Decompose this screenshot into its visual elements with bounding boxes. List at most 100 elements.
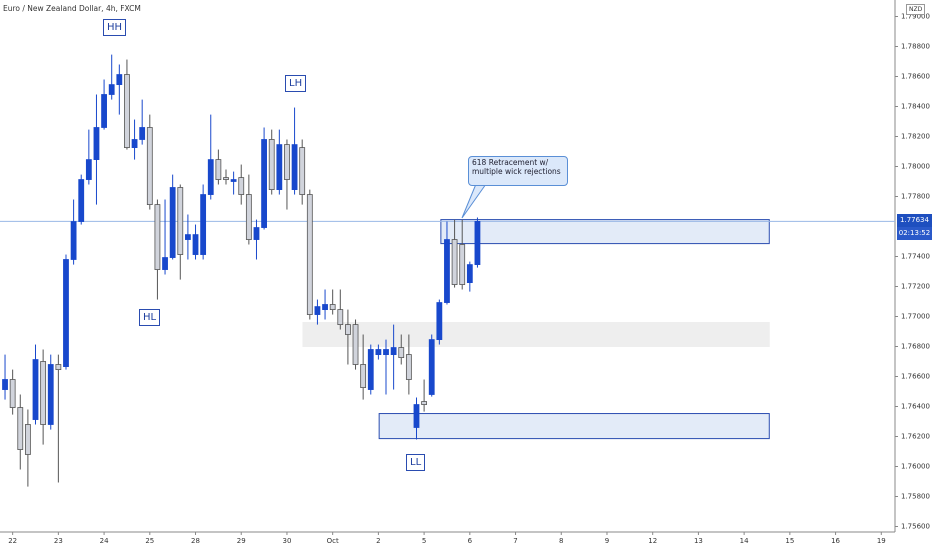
candle-body — [63, 259, 69, 367]
candle-body — [451, 239, 458, 285]
candle-body — [299, 147, 306, 195]
candle-body — [459, 244, 466, 285]
x-tick-label: 25 — [145, 537, 154, 545]
candle-body — [192, 234, 199, 255]
candle-body — [184, 234, 191, 240]
callout-line: multiple wick rejections — [472, 167, 561, 176]
candle-body — [284, 144, 290, 180]
candle-body — [2, 379, 8, 390]
y-tick-label: 1.76600 — [901, 373, 930, 381]
candle-body — [154, 204, 161, 270]
callout-line: 618 Retracement w/ — [472, 158, 549, 167]
candle-body — [398, 347, 405, 358]
candle-body — [413, 404, 420, 428]
candle-body — [207, 159, 214, 195]
candle-body — [291, 144, 298, 191]
y-tick-label: 1.78000 — [901, 163, 930, 171]
candle-body — [253, 227, 260, 240]
x-tick-label: 15 — [785, 537, 794, 545]
candle-body — [390, 347, 397, 355]
y-tick-label: 1.78200 — [901, 133, 930, 141]
candle-body — [230, 179, 237, 182]
candle-body — [375, 349, 382, 355]
candle-body — [215, 159, 222, 180]
x-tick-label: 14 — [740, 537, 749, 545]
candle-body — [139, 127, 146, 140]
candle-body — [24, 424, 31, 455]
candle-body — [322, 304, 328, 310]
annotation: LH — [285, 75, 307, 92]
x-tick-label: 16 — [831, 537, 840, 545]
y-tick-label: 1.75800 — [901, 493, 930, 501]
candle-body — [306, 194, 313, 315]
x-tick-label: 6 — [468, 537, 473, 545]
x-tick-label: 9 — [605, 537, 609, 545]
candle-body — [131, 139, 138, 148]
candle-body — [70, 221, 77, 260]
candle-body — [101, 94, 107, 128]
y-tick-label: 1.76200 — [901, 433, 930, 441]
y-tick-label: 1.77000 — [901, 313, 930, 321]
candle-body — [162, 257, 168, 270]
candle-body — [85, 159, 92, 180]
candle-body — [93, 127, 100, 160]
candle-body — [352, 324, 359, 365]
countdown: 02:13:52 — [897, 227, 932, 240]
candle-body — [466, 264, 473, 284]
y-tick-label: 1.76400 — [901, 403, 930, 411]
zone — [378, 413, 770, 440]
y-tick-label: 1.75600 — [901, 523, 930, 531]
candle-body — [474, 220, 481, 265]
candle-body — [223, 177, 229, 180]
x-tick-label: 5 — [422, 537, 426, 545]
candle-body — [108, 84, 115, 95]
y-tick-label: 1.78600 — [901, 73, 930, 81]
x-tick-label: 24 — [100, 537, 109, 545]
candle-body — [337, 309, 344, 326]
candle-body — [261, 139, 267, 228]
x-tick-label: 2 — [376, 537, 380, 545]
candle-body — [9, 379, 16, 408]
callout-pointer — [461, 183, 487, 219]
y-tick-label: 1.76000 — [901, 463, 930, 471]
x-tick-label: 8 — [559, 537, 563, 545]
candle-body — [47, 364, 54, 425]
y-tick-label: 1.78400 — [901, 103, 930, 111]
currency-badge[interactable]: NZD — [906, 4, 926, 15]
x-tick-label: Oct — [327, 537, 339, 545]
candle-body — [124, 74, 130, 149]
callout: 618 Retracement w/ multiple wick rejecti… — [468, 156, 568, 186]
candle-body — [245, 194, 252, 240]
x-tick-label: 22 — [8, 537, 17, 545]
zone — [302, 322, 770, 347]
y-tick-label: 1.78800 — [901, 43, 930, 51]
x-tick-label: 13 — [694, 537, 703, 545]
annotation: HH — [103, 19, 127, 36]
candle-body — [345, 324, 351, 335]
x-tick-label: 30 — [282, 537, 291, 545]
candle-body — [360, 364, 367, 389]
chart-title: Euro / New Zealand Dollar, 4h, FXCM — [3, 4, 141, 13]
candle-body — [238, 177, 245, 195]
candle-body — [200, 194, 207, 255]
candle-body — [276, 144, 283, 191]
candle-body — [177, 187, 184, 255]
x-tick-label: 12 — [648, 537, 657, 545]
x-tick-label: 7 — [513, 537, 517, 545]
candle-body — [40, 361, 47, 425]
candle-body — [421, 401, 428, 405]
candle-body — [405, 354, 412, 380]
candle-body — [444, 239, 450, 303]
candle-body — [383, 349, 389, 355]
candle-body — [436, 302, 443, 340]
y-tick-label: 1.79000 — [901, 13, 930, 21]
candle-body — [314, 306, 321, 315]
candle-body — [367, 349, 374, 390]
x-tick-label: 28 — [191, 537, 200, 545]
y-tick-label: 1.77200 — [901, 283, 930, 291]
annotation: HL — [139, 309, 161, 326]
candle-body — [17, 407, 24, 450]
annotation: LL — [406, 454, 426, 471]
